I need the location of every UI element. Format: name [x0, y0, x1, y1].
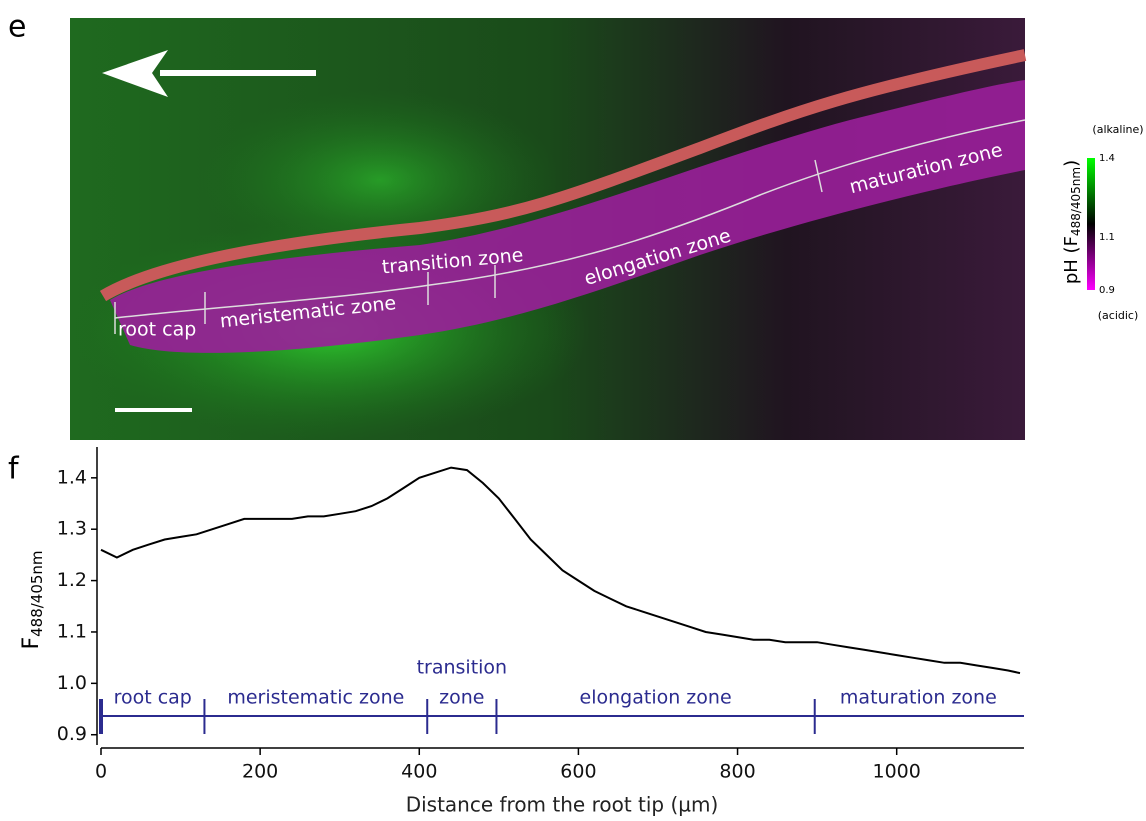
x-axis-label: Distance from the root tip (µm)	[406, 793, 719, 817]
panel-letter: f	[8, 452, 20, 487]
data-line	[100, 466, 1021, 675]
micrograph	[70, 18, 1027, 440]
colorbar-tick-label: 1.1	[1099, 232, 1115, 243]
x-tick-label: 1000	[873, 761, 921, 783]
x-tick-label: 0	[95, 761, 107, 783]
colorbar-ticks: 1.4 1.1 0.9	[1099, 153, 1115, 296]
colorbar-bottom-label: (acidic)	[1098, 309, 1139, 322]
y-tick-label: 1.4	[57, 466, 87, 488]
y-tick-label: 1.3	[57, 518, 87, 540]
panel-letter: e	[8, 10, 26, 45]
y-axis-label: F488/405nm	[19, 550, 46, 649]
y-tick-label: 0.9	[57, 723, 87, 745]
zone-label: transition	[417, 657, 508, 679]
zone-label: zone	[439, 687, 484, 709]
colorbar-title: pH (F488/405nm)	[1061, 160, 1083, 284]
y-tick-label: 1.0	[57, 672, 87, 694]
zone-label: meristematic zone	[227, 687, 404, 709]
zone-label: root cap	[114, 687, 192, 709]
colorbar	[1087, 158, 1095, 290]
zone-label: root cap	[118, 319, 196, 341]
x-tick-label: 800	[719, 761, 755, 783]
x-tick-label: 200	[242, 761, 278, 783]
y-tick-label: 1.2	[57, 569, 87, 591]
x-tick-label: 400	[401, 761, 437, 783]
zone-label: elongation zone	[580, 687, 732, 709]
colorbar-tick-label: 1.4	[1099, 153, 1115, 164]
colorbar-tick-label: 0.9	[1099, 285, 1115, 296]
x-tick-label: 600	[560, 761, 596, 783]
y-tick-label: 1.1	[57, 620, 87, 642]
zone-label: maturation zone	[840, 687, 997, 709]
colorbar-top-label: (alkaline)	[1092, 123, 1143, 136]
